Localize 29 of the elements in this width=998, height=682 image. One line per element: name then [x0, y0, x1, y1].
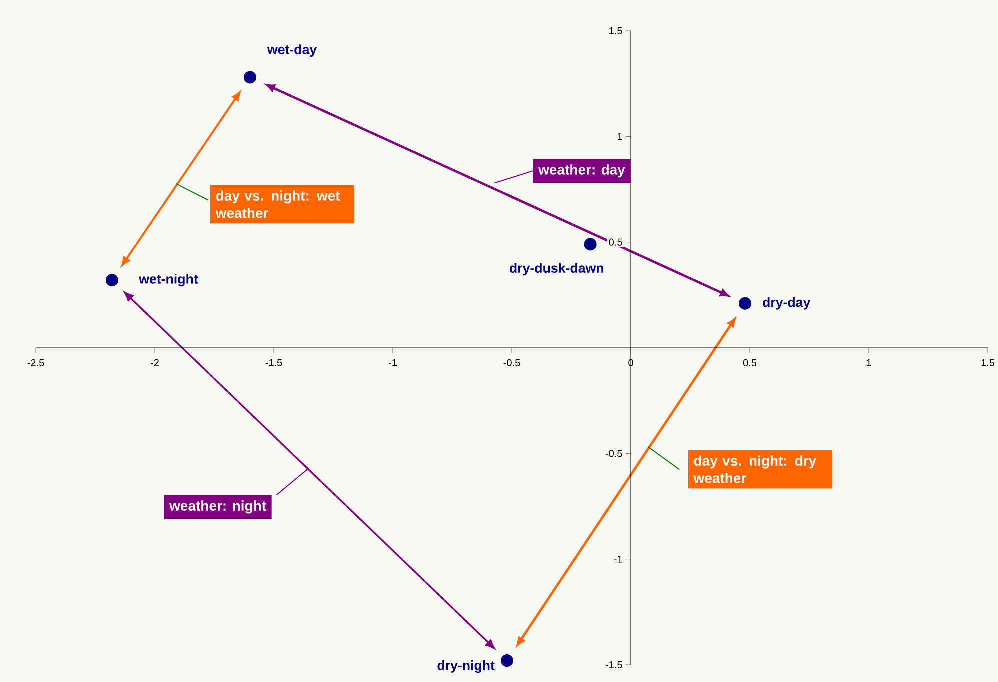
annotation: weather: night	[169, 500, 266, 514]
annotation: dry-dusk-dawn	[510, 263, 604, 276]
point	[106, 274, 118, 287]
x-tick-label: 1	[866, 359, 872, 366]
point	[584, 238, 597, 251]
annotation: dry-day	[763, 297, 811, 310]
y-tick-label: 0.5	[609, 238, 622, 246]
x-tick-label: -2.5	[28, 359, 44, 366]
y-tick-label: -1.5	[606, 662, 622, 668]
annotation: wet-night	[139, 274, 198, 287]
y-tick-label: -0.5	[606, 450, 622, 458]
x-tick-label: -0.5	[504, 359, 520, 366]
y-tick-label: 1.5	[610, 28, 622, 34]
y-tick-label: -1	[614, 556, 622, 563]
annotation: wet-day	[267, 44, 318, 58]
x-tick-label: 0.5	[743, 359, 757, 366]
x-tick-label: -2	[150, 359, 159, 366]
point	[244, 71, 256, 84]
x-tick-label: 0	[628, 359, 634, 366]
point	[500, 654, 514, 668]
annotation: weather: day	[538, 164, 626, 178]
annotation: day vs. night: wet weather	[216, 190, 340, 218]
annotation: day vs. night: dry weather	[694, 456, 817, 484]
x-tick-label: -1	[388, 359, 397, 366]
x-tick-label: -1.5	[266, 359, 282, 366]
point	[738, 297, 752, 310]
x-tick-label: 1.5	[982, 359, 995, 366]
y-tick-label: 1	[618, 133, 622, 140]
annotation: dry-night	[438, 660, 495, 674]
